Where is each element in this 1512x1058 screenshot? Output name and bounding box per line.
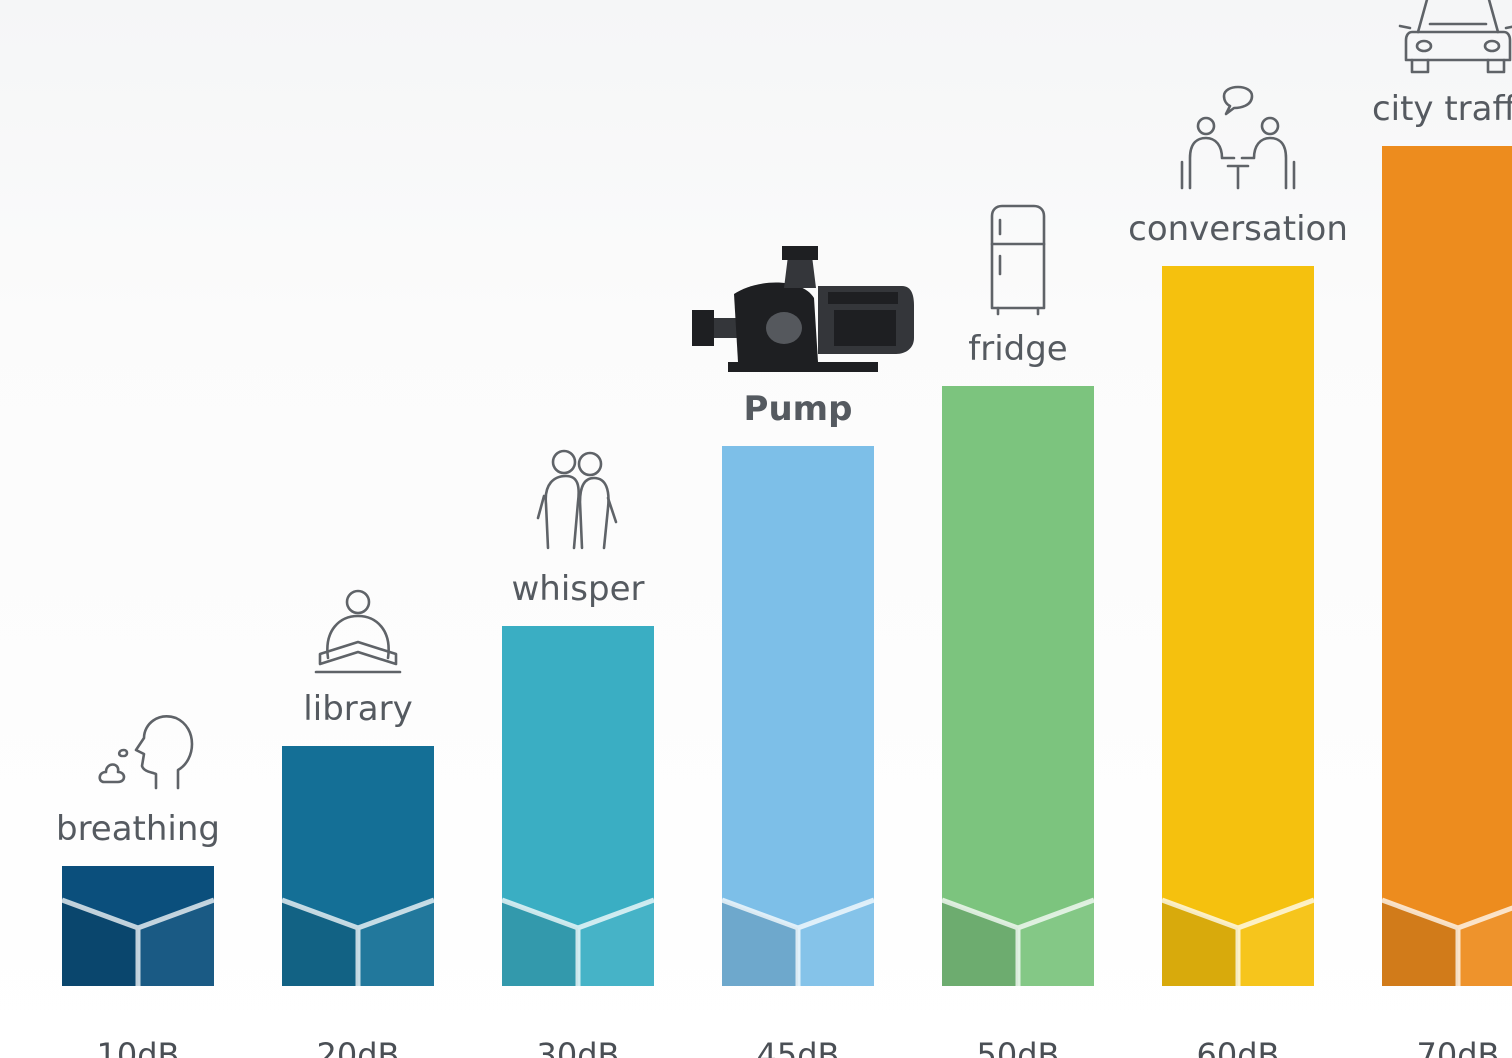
- icons-layer: [98, 0, 1512, 790]
- category-label: library: [303, 689, 412, 729]
- refrigerator-icon: [990, 204, 1046, 316]
- bar-conversation: [1162, 266, 1314, 986]
- car-icon: [1398, 0, 1512, 74]
- value-label: 45dB: [757, 1036, 840, 1058]
- value-label: 10dB: [97, 1036, 180, 1058]
- category-label: fridge: [968, 329, 1067, 369]
- bar-facet-edges: [1161, 897, 1315, 986]
- bar-facet-edges: [941, 897, 1095, 986]
- bar-facet-edges: [61, 897, 215, 986]
- value-label: 50dB: [977, 1036, 1060, 1058]
- value-label: 30dB: [537, 1036, 620, 1058]
- reading-person-icon: [314, 589, 402, 674]
- value-label: 70dB: [1417, 1036, 1500, 1058]
- bar-pump: [722, 446, 874, 986]
- category-label: city traffic: [1372, 89, 1512, 129]
- bar-facet-edges: [501, 897, 655, 986]
- bar-facet-right: [1458, 908, 1512, 986]
- bar-city-traffic: [1382, 146, 1512, 986]
- category-label: conversation: [1128, 209, 1348, 249]
- category-label: breathing: [56, 809, 220, 849]
- breathing-face-icon: [98, 715, 194, 790]
- bar-facet-edges: [721, 897, 875, 986]
- category-label: Pump: [744, 389, 853, 429]
- bar-facet-edges: [1381, 897, 1512, 986]
- conversation-people-icon: [1180, 85, 1296, 190]
- value-label: 20dB: [317, 1036, 400, 1058]
- value-label: 60dB: [1197, 1036, 1280, 1058]
- bar-fridge: [942, 386, 1094, 986]
- pool-pump-icon: [692, 246, 914, 372]
- category-label: whisper: [512, 569, 645, 609]
- bars-layer: [61, 146, 1512, 986]
- labels-layer: breathing 10dB library 20dB whisper 30dB Pump 4…: [56, 89, 1512, 1058]
- bar-facet-edges: [281, 897, 435, 986]
- whispering-people-icon: [536, 449, 618, 550]
